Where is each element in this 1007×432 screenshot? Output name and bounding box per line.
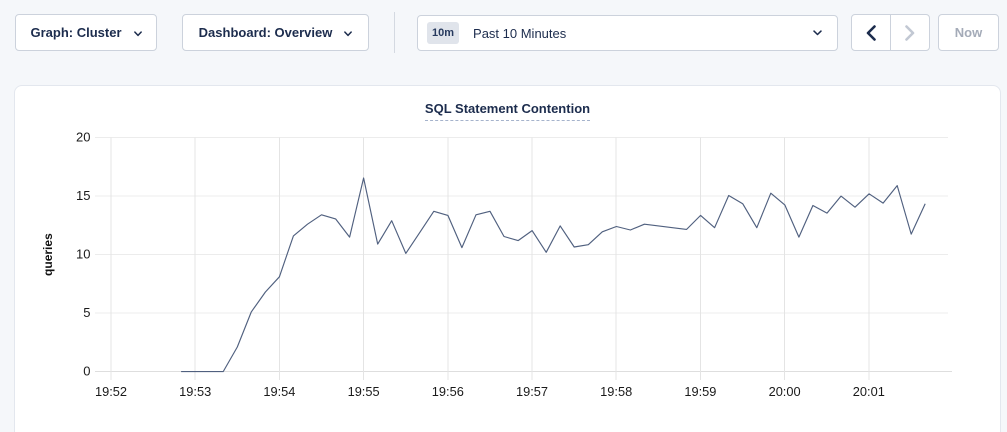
svg-text:0: 0 [83,364,90,379]
svg-text:19:55: 19:55 [348,384,380,399]
svg-text:20: 20 [76,129,90,144]
svg-text:19:53: 19:53 [179,384,211,399]
svg-text:5: 5 [83,305,90,320]
svg-text:19:54: 19:54 [263,384,295,399]
svg-text:20:01: 20:01 [853,384,885,399]
svg-text:19:52: 19:52 [95,384,127,399]
svg-text:19:58: 19:58 [600,384,632,399]
svg-text:20:00: 20:00 [769,384,801,399]
svg-text:19:56: 19:56 [432,384,464,399]
svg-text:15: 15 [76,188,90,203]
svg-text:19:57: 19:57 [516,384,548,399]
svg-text:19:59: 19:59 [684,384,716,399]
svg-text:10: 10 [76,247,90,262]
svg-text:queries: queries [41,233,55,276]
